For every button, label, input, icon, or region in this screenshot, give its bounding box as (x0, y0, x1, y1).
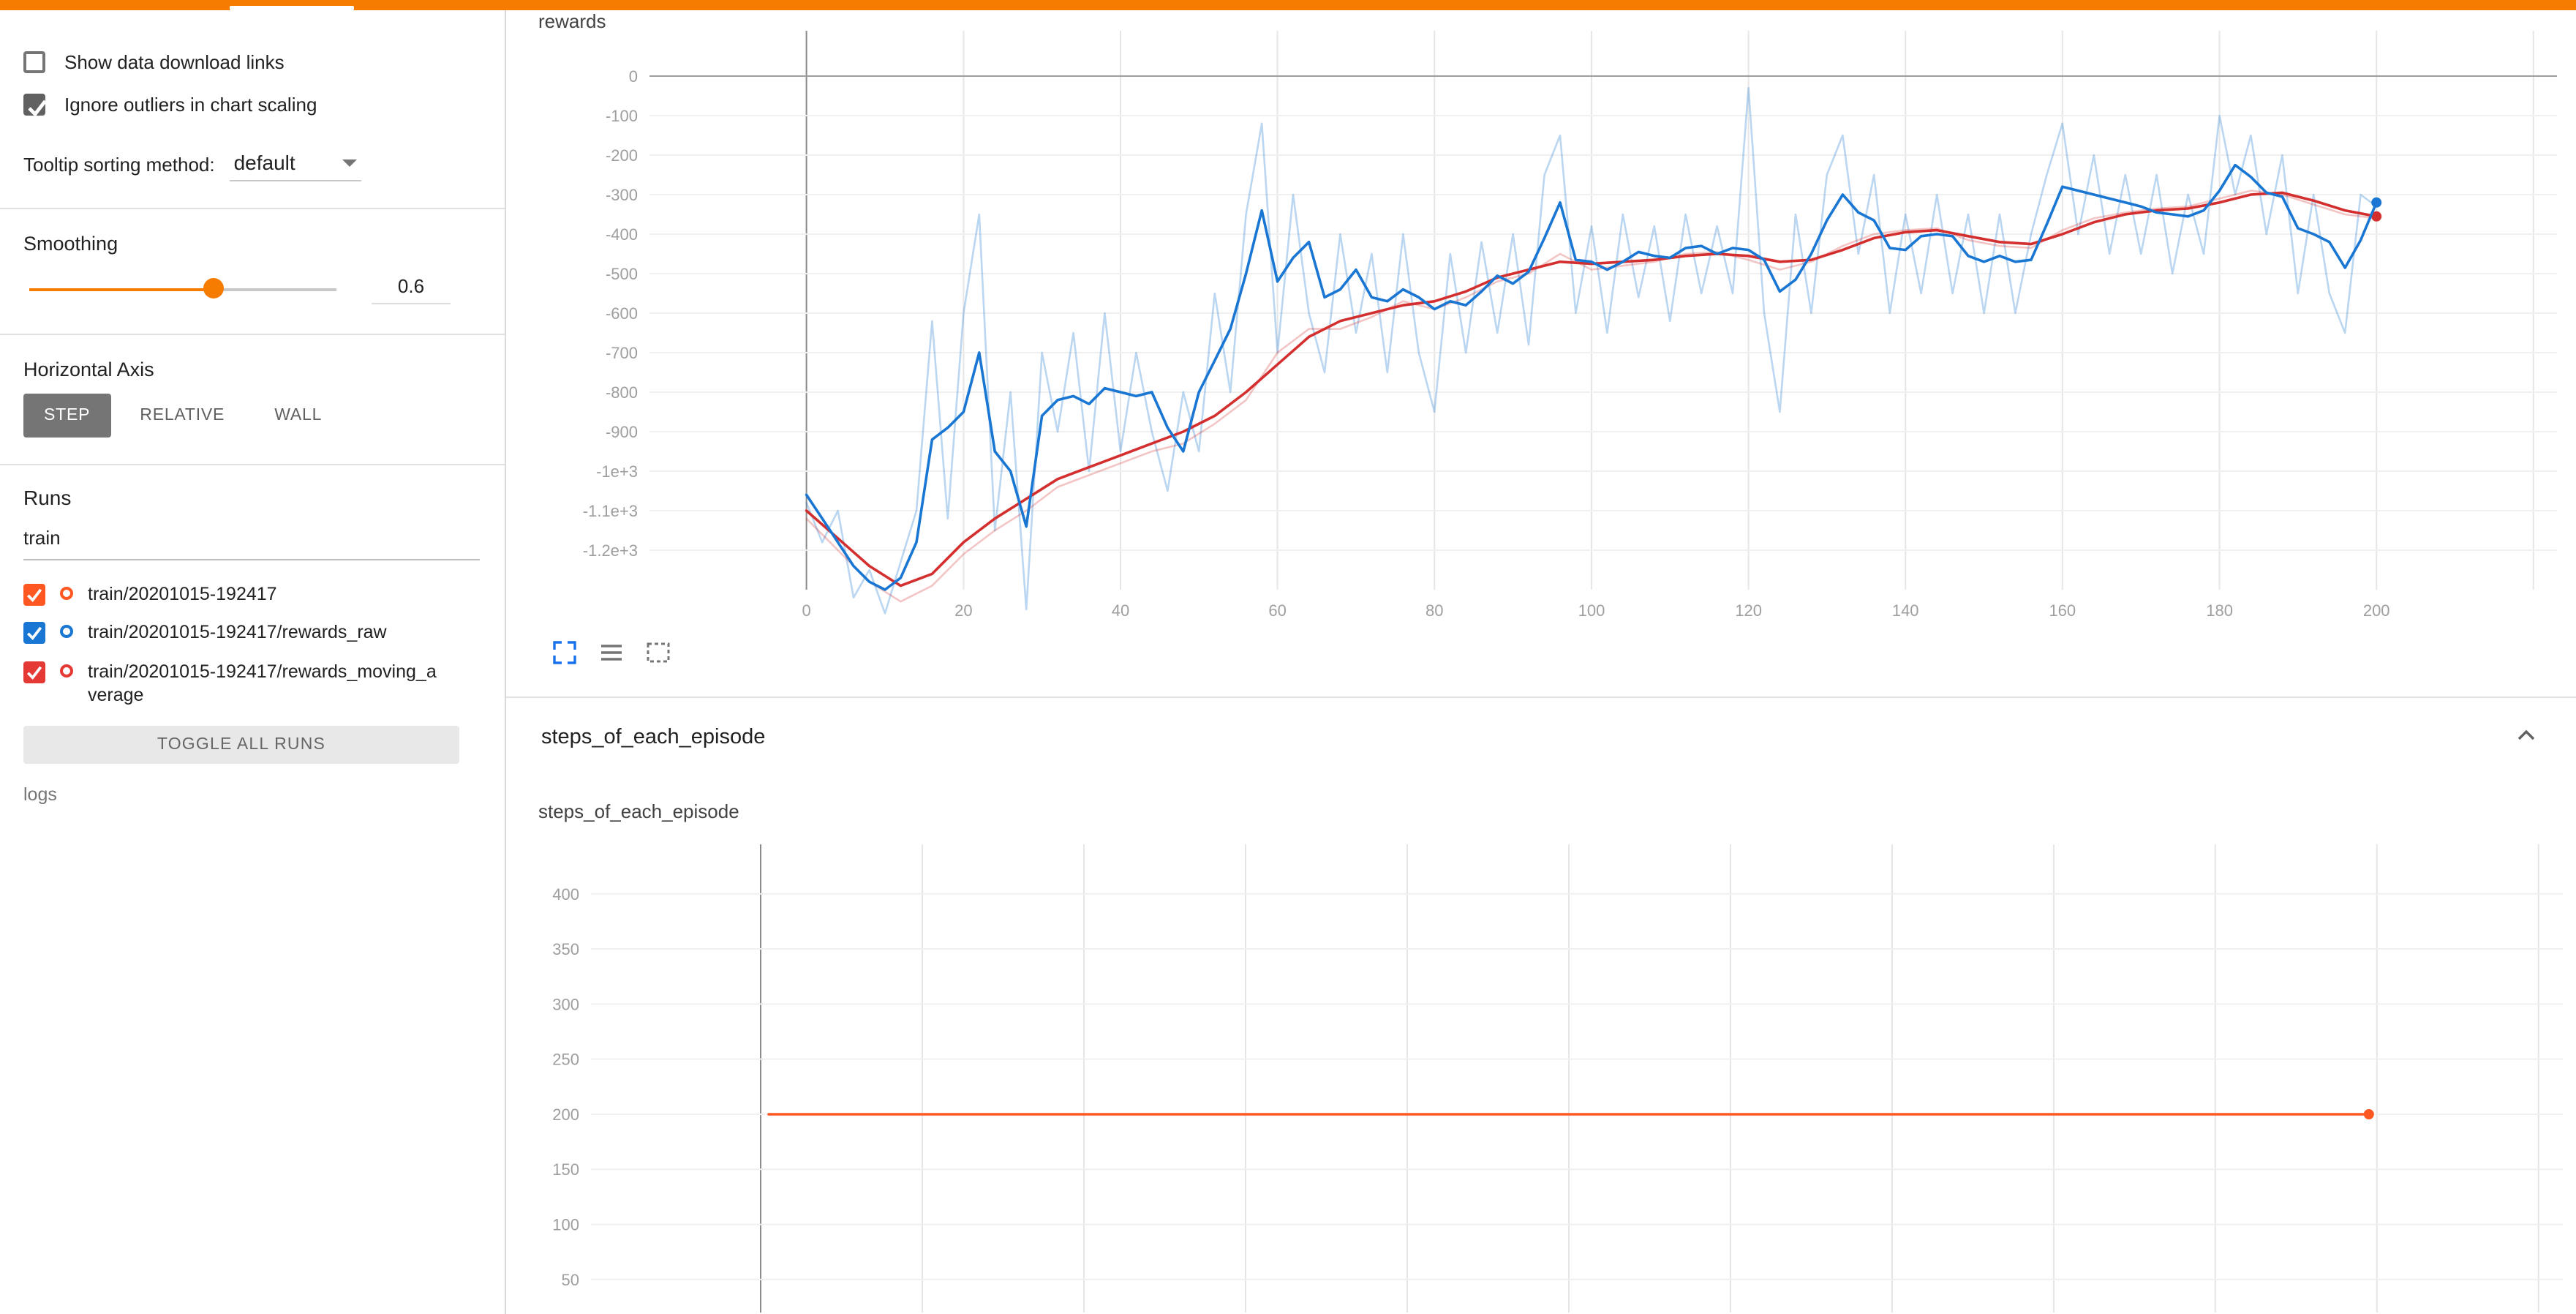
divider (0, 464, 505, 465)
tooltip-sorting-row: Tooltip sorting method: default (23, 151, 481, 181)
run-checkbox-icon[interactable] (23, 584, 45, 606)
run-checkbox-icon[interactable] (23, 622, 45, 645)
checkbox-icon[interactable] (23, 50, 45, 72)
option-ignore-outliers[interactable]: Ignore outliers in chart scaling (23, 89, 481, 119)
svg-text:250: 250 (552, 1051, 579, 1069)
settings-sidebar: Show data download links Ignore outliers… (0, 10, 506, 1314)
svg-text:200: 200 (552, 1105, 579, 1124)
run-color-circle-icon (60, 625, 73, 639)
slider-fill (29, 288, 214, 291)
svg-text:100: 100 (1578, 601, 1605, 620)
app-header-bar (0, 0, 2576, 10)
axis-button-relative[interactable]: RELATIVE (119, 394, 245, 438)
svg-text:20: 20 (954, 601, 972, 620)
axis-button-wall[interactable]: WALL (254, 394, 342, 438)
steps-chart-title: steps_of_each_episode (538, 800, 739, 822)
run-filter-input[interactable] (23, 524, 480, 560)
option-label: Show data download links (64, 50, 285, 72)
chevron-down-icon (342, 159, 357, 166)
chevron-up-icon[interactable] (2513, 723, 2539, 757)
svg-text:-400: -400 (606, 225, 638, 244)
axis-button-step[interactable]: STEP (23, 394, 111, 438)
smoothing-slider[interactable] (29, 272, 336, 307)
svg-text:160: 160 (2049, 601, 2076, 620)
svg-text:-500: -500 (606, 265, 638, 283)
svg-text:200: 200 (2363, 601, 2390, 620)
run-item[interactable]: train/20201015-192417/rewards_raw (23, 614, 481, 653)
run-label: train/20201015-192417/rewards_raw (88, 622, 387, 643)
toggle-all-runs-button[interactable]: TOGGLE ALL RUNS (23, 726, 459, 764)
divider (0, 208, 505, 209)
run-item[interactable]: train/20201015-192417/rewards_moving_ave… (23, 652, 481, 714)
chart-toolbar (550, 638, 673, 667)
run-checkbox-icon[interactable] (23, 661, 45, 683)
svg-text:-200: -200 (606, 146, 638, 165)
horizontal-axis-group: STEP RELATIVE WALL (23, 394, 481, 438)
svg-text:0: 0 (629, 67, 638, 86)
svg-text:-1.1e+3: -1.1e+3 (583, 502, 638, 520)
section-header-steps[interactable]: steps_of_each_episode (541, 726, 766, 749)
svg-text:0: 0 (802, 601, 810, 620)
run-label: train/20201015-192417/rewards_moving_ave… (88, 661, 437, 705)
svg-text:400: 400 (552, 885, 579, 904)
svg-text:-700: -700 (606, 344, 638, 362)
fit-domain-icon[interactable] (644, 638, 673, 667)
runs-title: Runs (23, 486, 72, 509)
run-label: train/20201015-192417 (88, 584, 277, 604)
run-color-circle-icon (60, 587, 73, 600)
active-tab-indicator (230, 6, 354, 10)
svg-text:140: 140 (1892, 601, 1919, 620)
tooltip-sorting-dropdown[interactable]: default (229, 151, 361, 181)
svg-text:150: 150 (552, 1160, 579, 1179)
horizontal-axis-label: Horizontal Axis (23, 358, 154, 380)
svg-text:-900: -900 (606, 423, 638, 441)
smoothing-value-input[interactable] (372, 275, 451, 304)
checkbox-icon[interactable] (23, 93, 47, 116)
option-label: Ignore outliers in chart scaling (64, 93, 317, 115)
svg-text:350: 350 (552, 940, 579, 958)
dropdown-value: default (233, 151, 295, 174)
svg-text:-600: -600 (606, 304, 638, 323)
data-table-icon[interactable] (597, 638, 626, 667)
svg-text:-300: -300 (606, 186, 638, 204)
svg-text:-1e+3: -1e+3 (596, 462, 638, 481)
svg-text:-800: -800 (606, 383, 638, 402)
section-divider (506, 697, 2576, 698)
logs-footer-label: logs (23, 784, 57, 805)
run-item[interactable]: train/20201015-192417 (23, 575, 481, 614)
svg-text:100: 100 (552, 1216, 579, 1234)
svg-text:-100: -100 (606, 107, 638, 125)
smoothing-label: Smoothing (23, 233, 118, 255)
expand-icon[interactable] (550, 638, 579, 667)
tooltip-sorting-label: Tooltip sorting method: (23, 154, 215, 176)
charts-main-area: rewards 0 -100 -200 -300 -400 -500 -600 -700 -80… (506, 10, 2576, 1314)
svg-text:180: 180 (2206, 601, 2233, 620)
svg-text:80: 80 (1426, 601, 1443, 620)
run-list: train/20201015-192417 train/20201015-1924… (23, 575, 481, 714)
run-color-circle-icon (60, 664, 73, 677)
slider-thumb[interactable] (203, 278, 224, 299)
option-show-download-links[interactable]: Show data download links (23, 47, 481, 76)
svg-text:50: 50 (562, 1271, 579, 1289)
svg-text:300: 300 (552, 995, 579, 1013)
svg-text:40: 40 (1112, 601, 1129, 620)
steps-chart[interactable]: 400 350 300 250 200 150 100 50 (512, 833, 2567, 1314)
smoothing-row (23, 272, 481, 307)
divider (0, 334, 505, 335)
svg-text:60: 60 (1268, 601, 1286, 620)
rewards-chart-title: rewards (538, 10, 606, 32)
svg-text:120: 120 (1735, 601, 1762, 620)
svg-text:-1.2e+3: -1.2e+3 (583, 541, 638, 560)
rewards-chart[interactable]: 0 -100 -200 -300 -400 -500 -600 -700 -800 -900 -1e… (512, 20, 2567, 672)
